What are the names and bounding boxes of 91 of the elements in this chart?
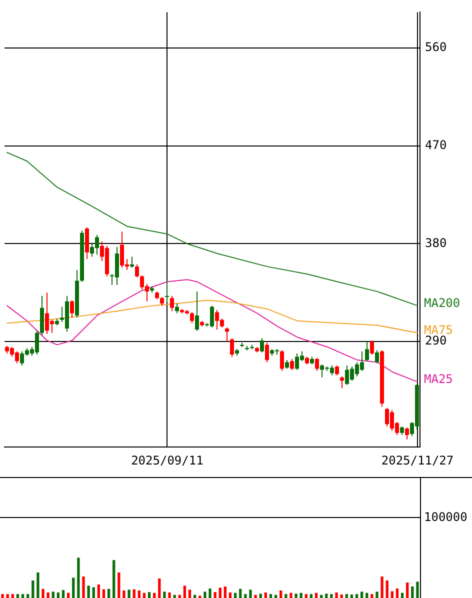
bar bbox=[416, 582, 419, 598]
bar bbox=[396, 588, 399, 598]
bar bbox=[163, 592, 166, 598]
bar bbox=[290, 592, 292, 598]
bar bbox=[406, 582, 409, 598]
x-tick-label: 2025/11/27 bbox=[381, 453, 454, 468]
bar bbox=[274, 594, 278, 598]
bar bbox=[128, 590, 130, 598]
bar bbox=[360, 592, 364, 598]
bar bbox=[280, 590, 282, 598]
bar bbox=[304, 594, 308, 598]
bar bbox=[11, 594, 14, 598]
bar bbox=[6, 594, 9, 598]
bar bbox=[122, 590, 126, 598]
bar bbox=[204, 592, 206, 598]
bar bbox=[183, 586, 186, 598]
bar bbox=[254, 594, 257, 598]
series-label: MA25 bbox=[424, 372, 453, 386]
bar bbox=[355, 594, 358, 598]
bar bbox=[42, 588, 44, 598]
bar bbox=[340, 594, 343, 598]
bar bbox=[173, 594, 176, 598]
bar bbox=[82, 576, 85, 598]
bar bbox=[350, 594, 354, 598]
bar bbox=[46, 592, 50, 598]
bar bbox=[107, 588, 110, 598]
bar bbox=[52, 592, 54, 598]
bar bbox=[310, 594, 313, 598]
bar bbox=[32, 580, 34, 598]
bar bbox=[224, 586, 227, 598]
bar bbox=[118, 572, 120, 598]
bar bbox=[244, 594, 247, 598]
bar bbox=[294, 594, 298, 598]
bar bbox=[411, 586, 414, 598]
bar bbox=[234, 592, 237, 598]
bar bbox=[153, 592, 156, 598]
bar bbox=[97, 584, 100, 598]
bar bbox=[259, 594, 262, 598]
bar bbox=[102, 589, 106, 598]
bar bbox=[36, 572, 40, 598]
bar bbox=[390, 591, 394, 598]
bar bbox=[168, 592, 171, 598]
bar bbox=[335, 592, 338, 598]
bar bbox=[178, 594, 181, 598]
bar bbox=[380, 576, 384, 598]
y-tick-label: 470 bbox=[425, 138, 447, 152]
bar bbox=[208, 588, 212, 598]
bar bbox=[142, 592, 146, 598]
bar bbox=[330, 594, 333, 598]
bar bbox=[400, 592, 404, 598]
bar bbox=[26, 594, 30, 598]
bar bbox=[239, 588, 242, 598]
bar bbox=[158, 578, 161, 598]
y-tick-label: 380 bbox=[425, 236, 447, 250]
bar bbox=[218, 588, 222, 598]
bar bbox=[16, 594, 20, 598]
bar bbox=[72, 578, 75, 598]
bar bbox=[320, 594, 323, 598]
bar bbox=[148, 592, 151, 598]
bar bbox=[269, 594, 272, 598]
bar bbox=[228, 592, 232, 598]
bar bbox=[325, 594, 328, 598]
bar bbox=[87, 586, 90, 598]
bar bbox=[300, 592, 302, 598]
bar bbox=[345, 594, 348, 598]
y-tick-label: 560 bbox=[425, 40, 447, 54]
bar bbox=[132, 589, 136, 598]
bar bbox=[92, 587, 95, 598]
bar bbox=[376, 592, 378, 598]
bar bbox=[386, 580, 388, 598]
bar bbox=[1, 594, 4, 598]
candlestick bbox=[165, 280, 169, 302]
bar bbox=[370, 594, 374, 598]
bar bbox=[77, 558, 80, 598]
bar bbox=[21, 594, 24, 598]
text: 100000 bbox=[424, 509, 468, 525]
bar bbox=[56, 592, 60, 598]
bar bbox=[284, 594, 288, 598]
bar bbox=[249, 590, 252, 598]
bar bbox=[112, 560, 116, 598]
bar bbox=[188, 590, 192, 598]
bar bbox=[314, 592, 318, 598]
series-label: MA200 bbox=[424, 296, 460, 310]
bar bbox=[138, 590, 140, 598]
bar bbox=[366, 592, 368, 598]
bar bbox=[193, 594, 196, 598]
bar bbox=[214, 592, 216, 598]
bar bbox=[62, 590, 65, 598]
bar bbox=[66, 592, 70, 598]
bar bbox=[264, 592, 267, 598]
x-tick-label: 2025/09/11 bbox=[131, 453, 204, 468]
